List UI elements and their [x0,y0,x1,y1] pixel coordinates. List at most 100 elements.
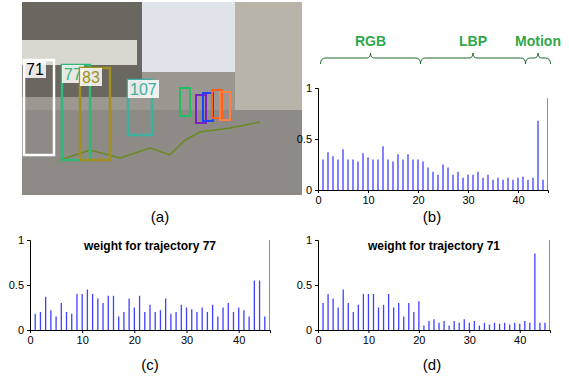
stem [373,294,374,330]
panel-caption: (d) [423,356,441,373]
stem [443,321,444,330]
stem [539,323,540,330]
x-tick: 10 [363,330,375,346]
y-tick-mark [315,285,318,286]
stem [149,305,150,330]
stems [323,98,548,190]
y-tick-label: 0 [306,184,312,196]
stem [102,303,103,330]
x-tick-label: 40 [233,334,245,346]
y-tick-label: 1 [18,234,24,246]
group-label: Motion [515,33,561,49]
stem [393,308,394,331]
stem [529,323,530,330]
stem [482,178,483,190]
chart-title: weight for trajectory 77 [83,239,216,253]
stem [118,317,119,331]
stem [469,323,470,330]
stem [347,159,348,190]
y-tick-label: 0 [306,324,312,336]
y-axis: 00.51 [297,234,319,336]
stem [367,157,368,190]
x-axis-line [319,331,551,334]
stem [368,294,369,330]
x-axis: 010203040 [315,330,550,346]
y-tick-label: 1 [306,82,312,94]
x-tick-label: 20 [413,334,425,346]
stem [61,303,62,330]
y-axis-line [315,89,319,191]
track-box [80,68,110,160]
stem [372,159,373,190]
y-tick-mark [315,330,318,331]
x-tick-label: 40 [512,194,524,206]
stem [358,305,359,330]
stem [438,323,439,330]
stem [474,321,475,330]
stems [35,240,270,330]
track-label: 71 [26,61,44,78]
x-tick-label: 10 [363,334,375,346]
figure: 717783107(a)01020304000.51RGBLBPMotion(b… [0,0,569,384]
y-tick-mark [315,139,318,140]
stem [40,312,41,330]
y-tick: 1 [306,234,318,246]
group-brace [421,53,526,64]
stem [217,317,218,331]
photo-road [22,110,302,195]
panel-caption: (c) [141,356,159,373]
x-tick-label: 10 [77,334,89,346]
chart: 01020304000.51RGBLBPMotion [297,33,561,206]
y-tick-label: 0.5 [9,279,24,291]
stem [238,308,239,331]
stem [448,326,449,331]
y-tick-mark [27,285,30,286]
x-tick: 0 [315,330,321,346]
track-box-small [180,88,190,116]
photo-panel: 717783107 [22,2,302,195]
stem [362,153,363,190]
x-tick-label: 20 [412,194,424,206]
stem [408,303,409,330]
stem [479,326,480,331]
stem [427,168,428,190]
stem [191,309,192,330]
stem [327,294,328,330]
track-label-background [24,60,46,78]
stem [522,177,523,190]
stem [472,175,473,190]
stem [50,310,51,330]
stem [207,312,208,330]
y-tick-label: 0 [18,324,24,336]
x-tick: 20 [129,330,141,346]
stem [92,294,93,330]
x-tick-label: 10 [362,194,374,206]
stem [113,296,114,330]
stem [492,180,493,190]
track-box-small [220,92,230,120]
stem [259,281,260,331]
y-tick: 0 [18,324,30,336]
y-tick-label: 1 [306,234,312,246]
stem [462,178,463,190]
stem [248,317,249,331]
stem [264,317,265,331]
stem [392,161,393,190]
stem [383,305,384,330]
stem [442,165,443,191]
stem [254,281,255,331]
stem [228,303,229,330]
stem [55,317,56,331]
stem [428,321,429,330]
stem [134,308,135,331]
stem [243,310,244,330]
y-tick-label: 0.5 [297,133,312,145]
stem [82,294,83,330]
x-tick: 20 [412,190,424,206]
y-axis-line [27,241,31,331]
y-tick-label: 0.5 [297,279,312,291]
x-axis: 010203040 [315,190,548,206]
photo-building-left [22,2,142,97]
stem [502,180,503,190]
stem [413,312,414,330]
